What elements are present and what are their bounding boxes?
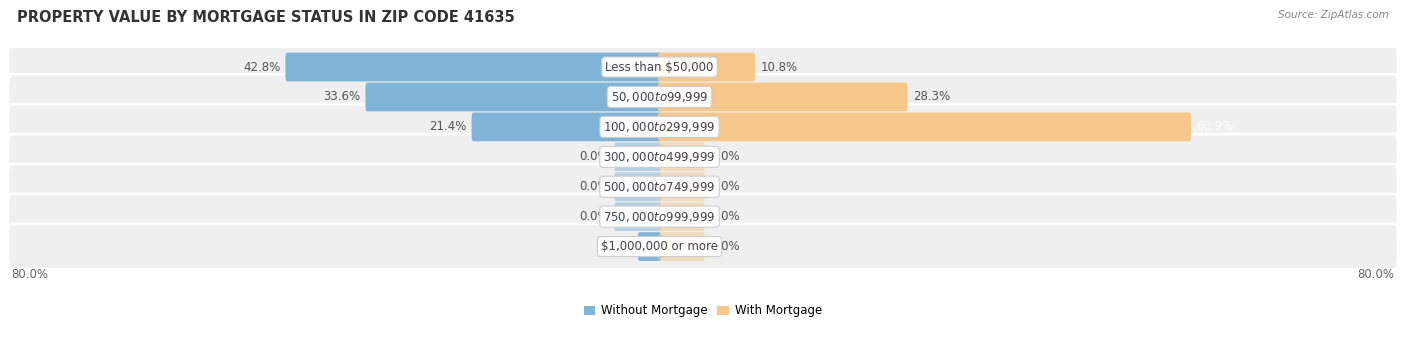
FancyBboxPatch shape xyxy=(658,232,704,261)
Text: 0.0%: 0.0% xyxy=(579,210,609,223)
FancyBboxPatch shape xyxy=(658,202,704,231)
Text: Source: ZipAtlas.com: Source: ZipAtlas.com xyxy=(1278,10,1389,20)
Text: 2.3%: 2.3% xyxy=(603,240,633,253)
Text: 0.0%: 0.0% xyxy=(710,240,740,253)
Text: 0.0%: 0.0% xyxy=(710,180,740,193)
Text: 21.4%: 21.4% xyxy=(429,120,467,133)
Text: $100,000 to $299,999: $100,000 to $299,999 xyxy=(603,120,716,134)
FancyBboxPatch shape xyxy=(8,164,1398,209)
Text: 28.3%: 28.3% xyxy=(912,90,950,103)
FancyBboxPatch shape xyxy=(614,142,661,171)
FancyBboxPatch shape xyxy=(8,194,1398,239)
Text: PROPERTY VALUE BY MORTGAGE STATUS IN ZIP CODE 41635: PROPERTY VALUE BY MORTGAGE STATUS IN ZIP… xyxy=(17,10,515,25)
Text: 10.8%: 10.8% xyxy=(761,61,797,73)
FancyBboxPatch shape xyxy=(8,224,1398,269)
FancyBboxPatch shape xyxy=(285,53,661,81)
FancyBboxPatch shape xyxy=(658,113,1191,141)
FancyBboxPatch shape xyxy=(471,113,661,141)
FancyBboxPatch shape xyxy=(614,202,661,231)
FancyBboxPatch shape xyxy=(638,232,661,261)
FancyBboxPatch shape xyxy=(658,142,704,171)
FancyBboxPatch shape xyxy=(658,53,755,81)
Text: 0.0%: 0.0% xyxy=(710,150,740,163)
Text: 60.9%: 60.9% xyxy=(1197,120,1233,133)
Legend: Without Mortgage, With Mortgage: Without Mortgage, With Mortgage xyxy=(579,300,827,322)
FancyBboxPatch shape xyxy=(8,134,1398,180)
Text: 0.0%: 0.0% xyxy=(579,180,609,193)
FancyBboxPatch shape xyxy=(658,172,704,201)
FancyBboxPatch shape xyxy=(8,44,1398,90)
Text: $300,000 to $499,999: $300,000 to $499,999 xyxy=(603,150,716,164)
Text: $1,000,000 or more: $1,000,000 or more xyxy=(600,240,718,253)
FancyBboxPatch shape xyxy=(8,74,1398,120)
Text: 0.0%: 0.0% xyxy=(710,210,740,223)
Text: 0.0%: 0.0% xyxy=(579,150,609,163)
FancyBboxPatch shape xyxy=(366,83,661,111)
Text: $750,000 to $999,999: $750,000 to $999,999 xyxy=(603,210,716,224)
Text: 80.0%: 80.0% xyxy=(1358,268,1395,281)
Text: 42.8%: 42.8% xyxy=(243,61,280,73)
Text: $50,000 to $99,999: $50,000 to $99,999 xyxy=(610,90,709,104)
FancyBboxPatch shape xyxy=(658,83,907,111)
FancyBboxPatch shape xyxy=(8,104,1398,150)
Text: 33.6%: 33.6% xyxy=(323,90,360,103)
Text: Less than $50,000: Less than $50,000 xyxy=(606,61,714,73)
FancyBboxPatch shape xyxy=(614,172,661,201)
Text: 80.0%: 80.0% xyxy=(11,268,48,281)
Text: $500,000 to $749,999: $500,000 to $749,999 xyxy=(603,180,716,194)
